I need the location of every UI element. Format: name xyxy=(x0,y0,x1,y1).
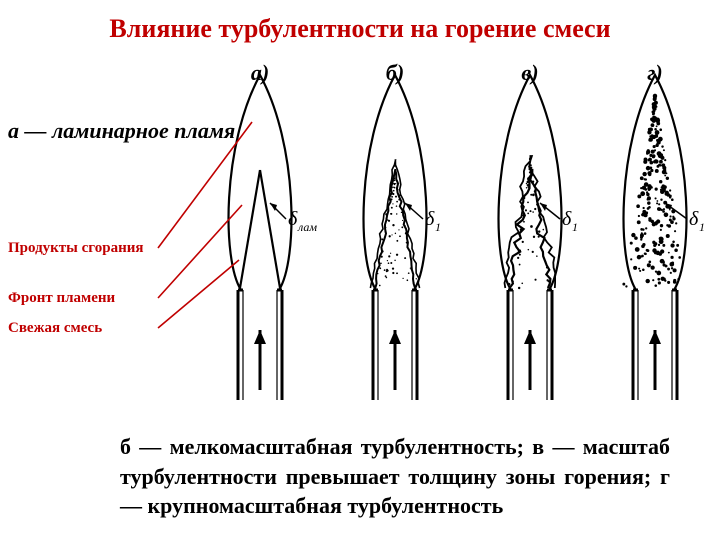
svg-text:1: 1 xyxy=(572,220,578,234)
svg-text:1: 1 xyxy=(435,220,441,234)
svg-text:1: 1 xyxy=(699,220,705,234)
diagram-svg: δламδ1δ1δ1 xyxy=(0,0,720,540)
svg-text:δ: δ xyxy=(288,208,298,230)
svg-text:δ: δ xyxy=(689,208,699,230)
svg-text:δ: δ xyxy=(562,208,572,230)
svg-text:лам: лам xyxy=(297,220,317,234)
svg-text:δ: δ xyxy=(425,208,435,230)
